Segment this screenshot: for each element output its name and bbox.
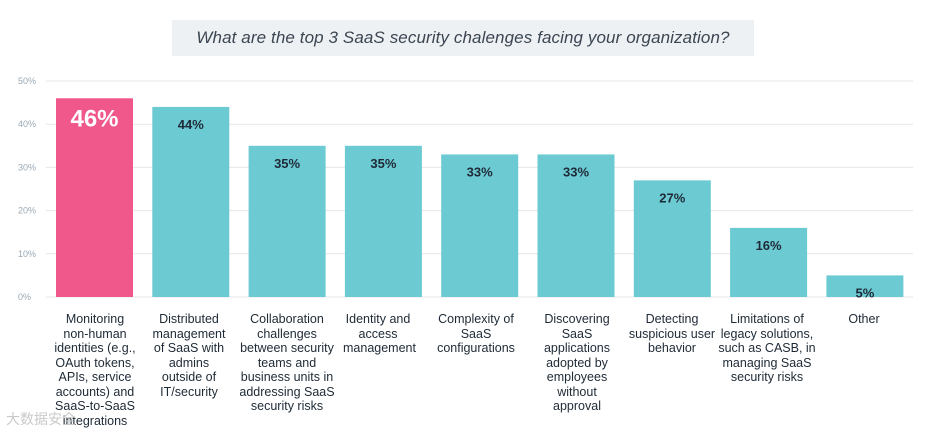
bar xyxy=(152,106,230,297)
bar xyxy=(344,145,422,297)
bar-value-label: 33% xyxy=(467,164,493,179)
bar-value-label: 27% xyxy=(659,190,685,205)
y-tick-label: 10% xyxy=(18,249,36,259)
bar-value-label: 35% xyxy=(370,156,396,171)
category-label: Distributed management of SaaS with admi… xyxy=(152,312,226,399)
bar-value-label: 5% xyxy=(856,285,875,300)
category-label: Collaboration challenges between securit… xyxy=(239,312,335,413)
bar-value-label: 35% xyxy=(274,156,300,171)
y-tick-label: 20% xyxy=(18,206,36,216)
y-tick-label: 30% xyxy=(18,162,36,172)
bar xyxy=(56,98,133,297)
category-label: Detecting suspicious user behavior xyxy=(628,312,716,355)
bar xyxy=(826,275,904,297)
bar-value-label: 33% xyxy=(563,164,589,179)
bar-value-label: 44% xyxy=(178,117,204,132)
category-label: Monitoring non-human identities (e.g., O… xyxy=(54,312,136,428)
y-tick-label: 40% xyxy=(18,119,36,129)
category-label: Identity and access management xyxy=(343,312,416,355)
bar xyxy=(633,180,711,297)
category-label: Limitations of legacy solutions, such as… xyxy=(718,312,816,384)
category-label: Other xyxy=(848,312,880,326)
watermark: 大数据安全 xyxy=(6,412,76,428)
chart-title-box: What are the top 3 SaaS security chaleng… xyxy=(172,20,754,56)
bar xyxy=(537,154,615,297)
bar-value-label: 46% xyxy=(70,105,118,132)
bar xyxy=(730,227,808,297)
chart-title: What are the top 3 SaaS security chaleng… xyxy=(196,28,730,47)
category-label: Discovering SaaS applications adopted by… xyxy=(543,312,610,413)
category-label: Complexity of SaaS configurations xyxy=(437,312,515,355)
y-tick-label: 0% xyxy=(18,292,31,302)
bar-value-label: 16% xyxy=(756,238,782,253)
bar xyxy=(248,145,326,297)
bar xyxy=(441,154,519,297)
y-tick-label: 50% xyxy=(18,76,36,86)
